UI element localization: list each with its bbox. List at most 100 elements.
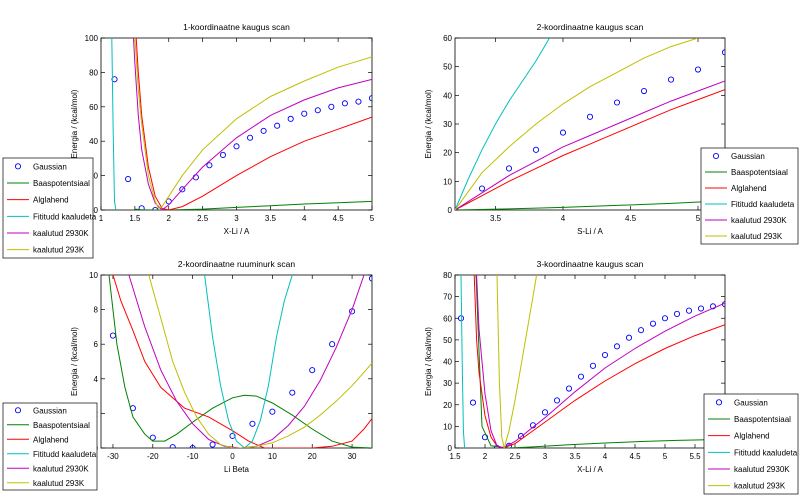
- legend-box: [703, 393, 799, 495]
- chart-title: 3-koordinaatne kaugus scan: [537, 259, 644, 269]
- legend-marker-gaussian: [14, 407, 22, 414]
- data-point-gaussian: [246, 134, 254, 141]
- series-line-baaspotentsiaal: [108, 275, 372, 448]
- y-tick-label: 30: [443, 120, 452, 129]
- series-line-kaalutud-293k: [455, 38, 699, 210]
- x-tick-label: 10: [268, 452, 277, 461]
- data-point-gaussian: [233, 143, 240, 150]
- x-tick-label: 5: [370, 214, 375, 223]
- legend-label-kaalutud-2930k: kaalutud 2930K: [731, 216, 787, 225]
- chart-panel-1: 1-koordinaatne kaugus scan 1 1.5 2 2.5 3 3.5 4 4…: [2, 22, 375, 259]
- x-tick-label: 3.5: [490, 214, 502, 223]
- data-point-gaussian: [301, 110, 308, 117]
- data-point-gaussian: [601, 351, 609, 359]
- data-point-gaussian: [625, 334, 633, 341]
- legend-label-fititudd-kaaludeta: Fititudd kaaludeta: [33, 450, 97, 459]
- legend: Gaussian Baaspotentsiaal Alglahend Fititudd…: [2, 157, 97, 259]
- x-tick-label: 4: [603, 452, 608, 461]
- x-tick-label: 3: [543, 452, 548, 461]
- data-point-gaussian: [260, 127, 267, 134]
- series-line-alglahend: [455, 89, 725, 210]
- x-tick-label: 1: [99, 214, 104, 223]
- legend-box: [2, 157, 94, 259]
- series-layer: [457, 275, 725, 448]
- y-tick-label: 30: [443, 379, 452, 388]
- legend-label-kaalutud-2930k: kaalutud 2930K: [33, 229, 89, 238]
- series-line-kaalutud-2930k: [133, 38, 372, 210]
- data-point-gaussian: [685, 307, 693, 314]
- x-tick-label: 5: [663, 452, 668, 461]
- data-point-gaussian: [637, 327, 645, 334]
- x-tick-label: 2.5: [509, 452, 521, 461]
- legend-box: [700, 147, 799, 245]
- y-tick-label: 10: [443, 177, 452, 186]
- legend-marker-gaussian: [712, 152, 720, 160]
- series-line-baaspotentsiaal: [475, 275, 725, 448]
- legend-label-kaalutud-293k: kaalutud 293K: [33, 479, 85, 488]
- data-point-gaussian: [532, 146, 540, 153]
- series-line-alglahend: [135, 38, 372, 210]
- legend-label-gaussian: Gaussian: [33, 406, 67, 415]
- x-tick-label: 5.5: [689, 452, 701, 461]
- y-axis-label: Energia / (kcal/mol): [70, 327, 79, 396]
- legend-label-baaspotentsiaal: Baaspotentsiaal: [33, 179, 90, 188]
- data-point-gaussian: [169, 444, 176, 448]
- series-layer: [108, 275, 372, 448]
- y-tick-label: 20: [443, 149, 452, 158]
- y-tick-label: 60: [443, 314, 452, 323]
- legend-label-gaussian: Gaussian: [731, 152, 765, 161]
- legend-label-kaalutud-293k: kaalutud 293K: [33, 246, 85, 255]
- data-point-gaussian: [541, 409, 549, 416]
- plot-area: [100, 37, 373, 211]
- data-point-gaussian: [249, 420, 256, 427]
- y-tick-label: 6: [94, 340, 99, 349]
- series-line-baaspotentsiaal: [455, 200, 725, 210]
- legend-label-baaspotentsiaal: Baaspotentsiaal: [33, 421, 90, 430]
- data-point-gaussian: [517, 433, 525, 440]
- data-point-gaussian: [274, 122, 281, 129]
- legend-label-kaalutud-293k: kaalutud 293K: [734, 482, 786, 491]
- data-point-gaussian: [721, 49, 725, 56]
- data-point-gaussian: [457, 315, 465, 322]
- data-point-gaussian: [559, 129, 567, 136]
- legend: Gaussian Baaspotentsiaal Alglahend Fititudd…: [703, 393, 799, 495]
- legend-box: [2, 402, 98, 491]
- legend-label-alglahend: Alglahend: [33, 435, 69, 444]
- x-tick-label: 3.5: [265, 214, 277, 223]
- data-point-gaussian: [179, 186, 186, 193]
- x-tick-label: 3.5: [569, 452, 581, 461]
- data-point-gaussian: [289, 389, 296, 396]
- y-axis-label: Energia / (kcal/mol): [424, 327, 433, 396]
- data-point-gaussian: [469, 399, 477, 406]
- data-point-gaussian: [189, 444, 196, 448]
- y-tick-label: 10: [443, 422, 452, 431]
- y-tick-label: 70: [443, 293, 452, 302]
- chart-title: 2-koordinaatne ruuminurk scan: [178, 259, 295, 269]
- legend-label-gaussian: Gaussian: [33, 162, 67, 171]
- data-point-gaussian: [269, 408, 276, 415]
- x-axis-label: Li Beta: [224, 465, 249, 474]
- data-point-gaussian: [481, 434, 489, 441]
- data-point-gaussian: [149, 434, 156, 441]
- x-tick-label: -30: [107, 452, 119, 461]
- x-tick-label: 30: [348, 452, 357, 461]
- series-line-kaalutud-293k: [496, 275, 538, 448]
- legend-marker-gaussian: [14, 163, 22, 170]
- y-tick-label: 40: [443, 358, 452, 367]
- data-point-gaussian: [368, 275, 372, 282]
- data-point-gaussian: [649, 320, 657, 327]
- y-tick-label: 80: [443, 271, 452, 280]
- series-layer: [455, 38, 725, 210]
- series-line-kaalutud-293k: [148, 275, 372, 448]
- x-tick-label: 2: [167, 214, 172, 223]
- series-line-fititudd-kaaludeta: [455, 38, 550, 210]
- y-tick-label: 8: [94, 306, 99, 315]
- data-point-gaussian: [125, 175, 132, 183]
- y-tick-label: 100: [85, 34, 99, 43]
- legend-label-baaspotentsiaal: Baaspotentsiaal: [734, 415, 791, 424]
- series-layer: [111, 38, 372, 210]
- data-point-gaussian: [673, 310, 681, 317]
- y-tick-label: 4: [94, 375, 99, 384]
- y-tick-label: 0: [94, 206, 99, 215]
- legend-label-fititudd-kaaludeta: Fititudd kaaludeta: [734, 448, 798, 457]
